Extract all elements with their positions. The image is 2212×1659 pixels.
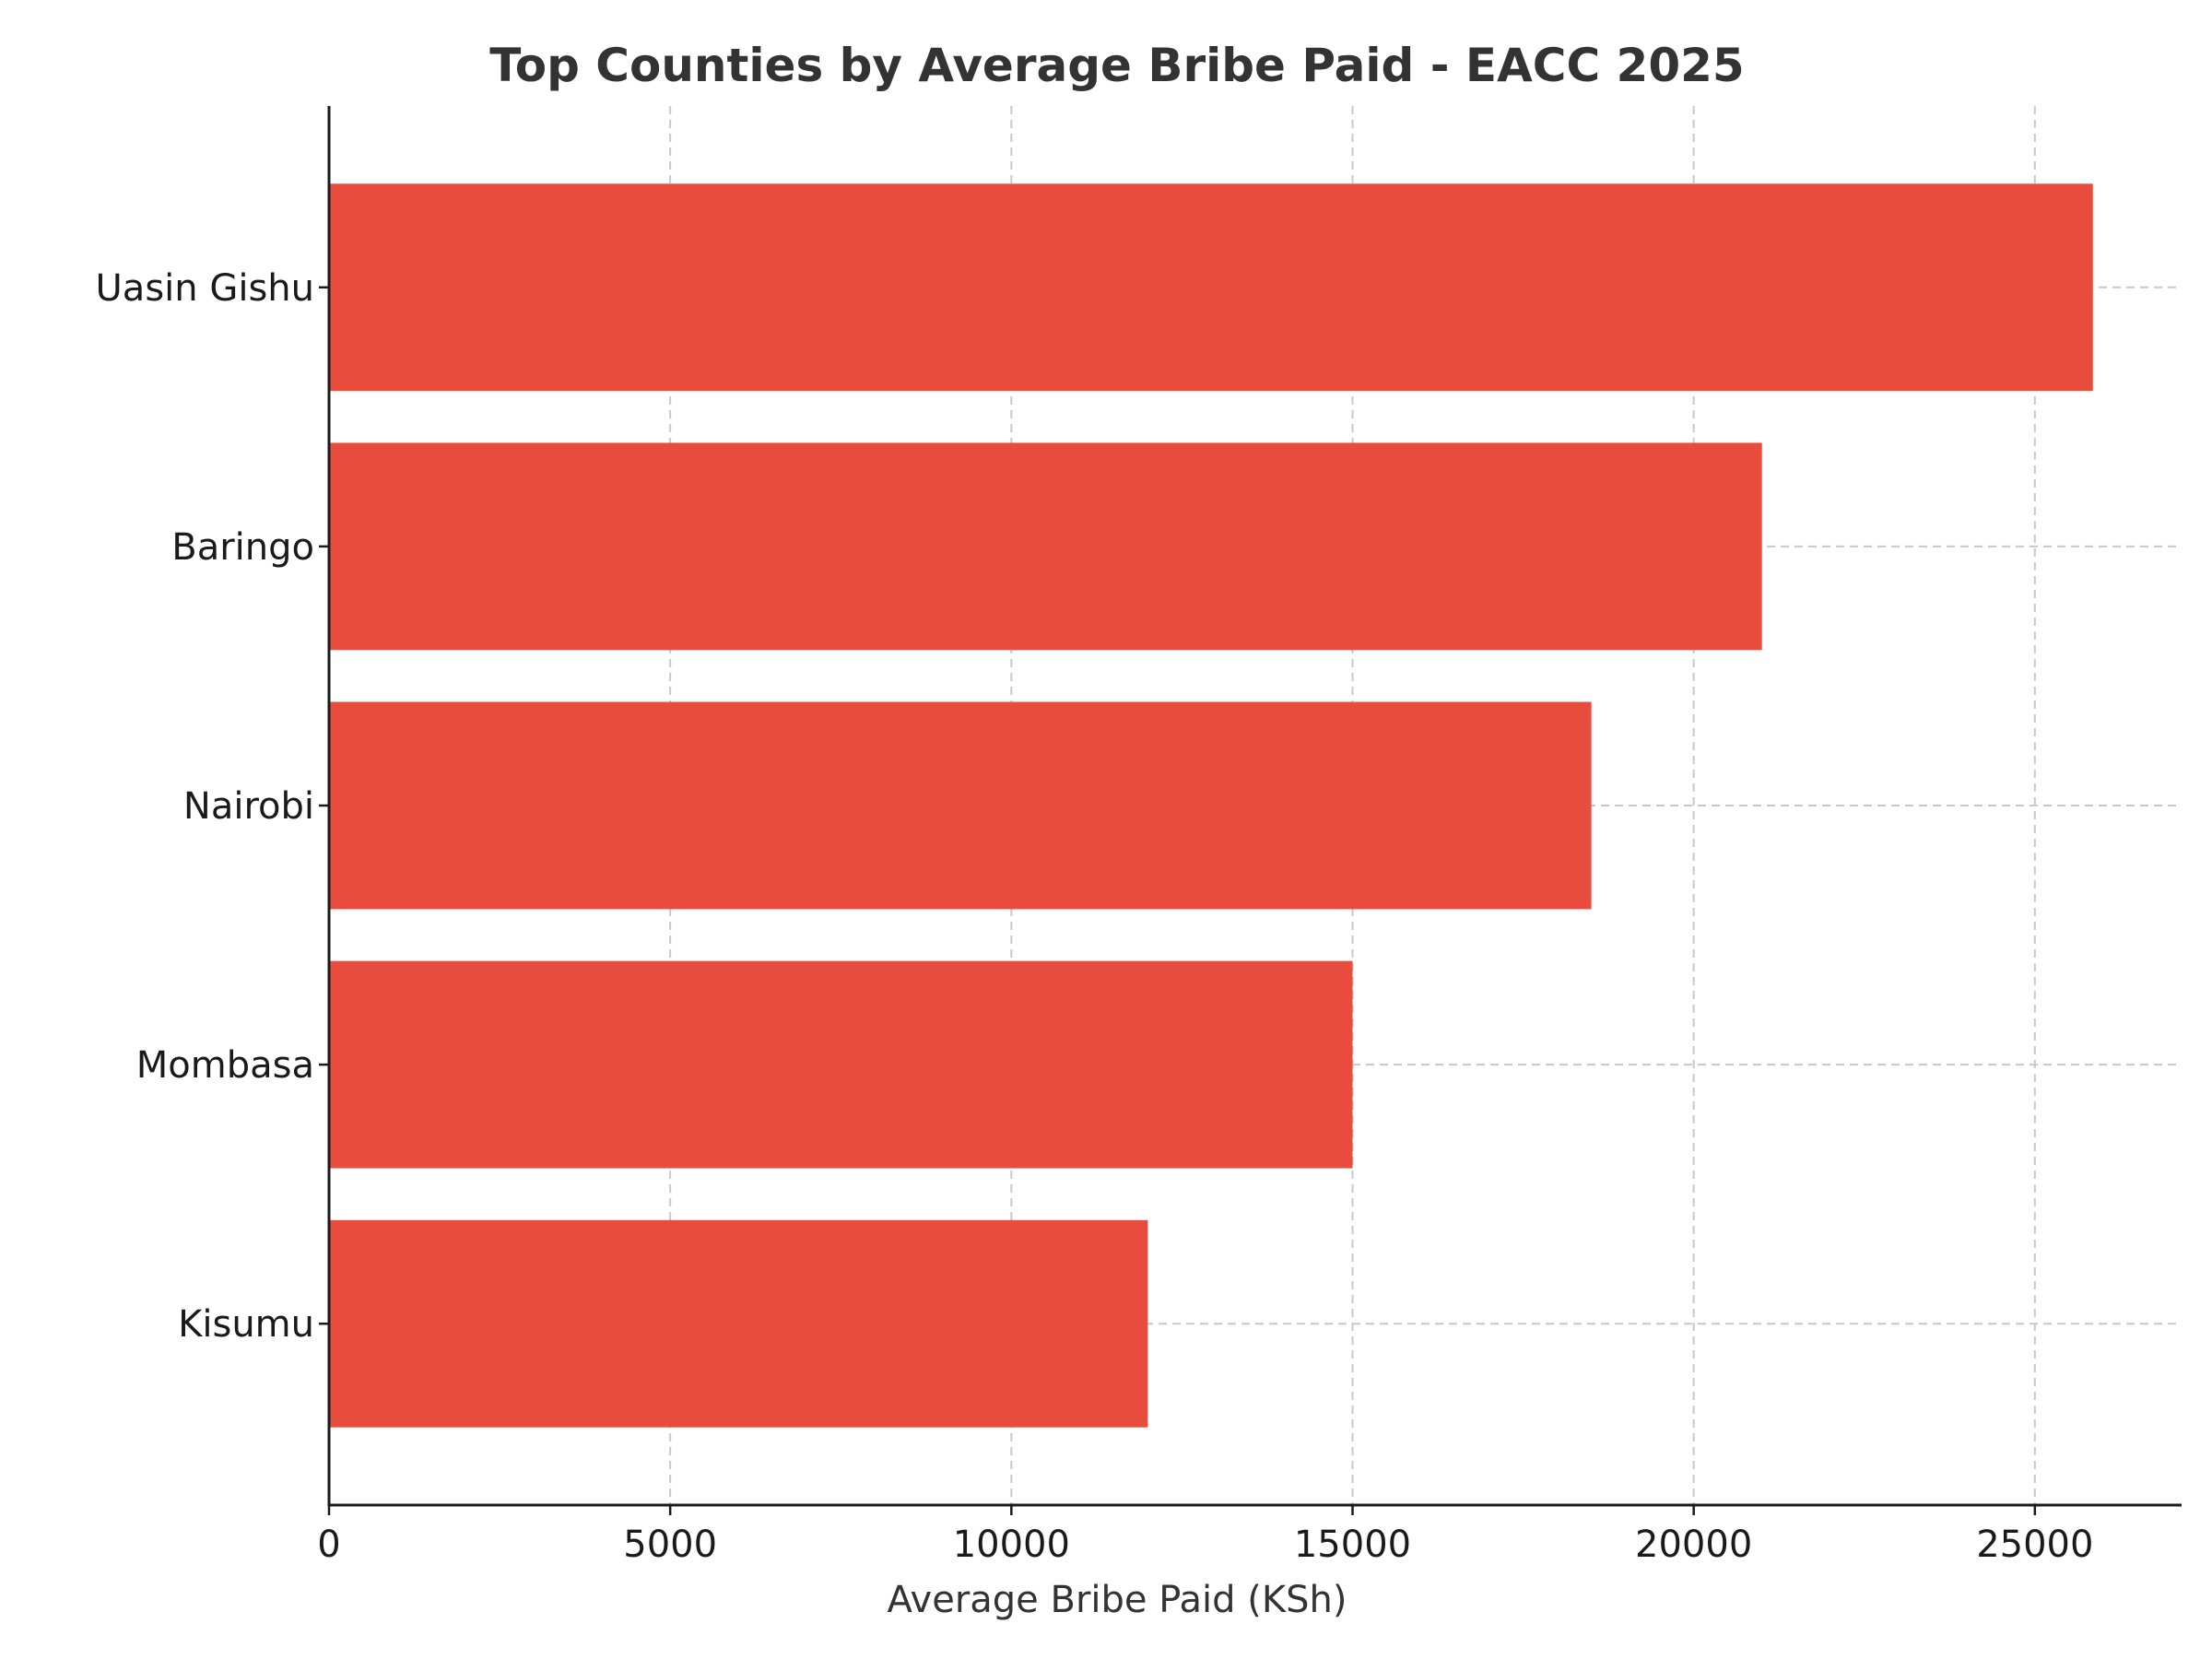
x-tick-label: 0 [317, 1524, 340, 1566]
bar-mombasa [329, 960, 1353, 1169]
y-tick-label: Uasin Gishu [96, 267, 314, 310]
bars [329, 183, 2093, 1428]
x-tick-label: 15000 [1294, 1524, 1411, 1566]
x-tick-label: 5000 [623, 1524, 717, 1566]
chart-title: Top Counties by Average Bribe Paid - EAC… [489, 39, 1744, 92]
y-tick-label: Baringo [171, 526, 314, 569]
x-tick-label: 20000 [1635, 1524, 1752, 1566]
y-tick-label: Kisumu [178, 1303, 314, 1346]
bar-baringo [329, 442, 1762, 651]
ticks: 0 5000 10000 15000 20000 25000 Uasin Gishu Bari… [96, 267, 2094, 1566]
bar-nairobi [329, 701, 1592, 910]
y-tick-label: Mombasa [136, 1044, 314, 1087]
y-tick-label: Nairobi [183, 785, 314, 828]
x-axis-label: Average Bribe Paid (KSh) [888, 1579, 1347, 1621]
x-tick-label: 10000 [953, 1524, 1070, 1566]
x-tick-label: 25000 [1976, 1524, 2093, 1566]
bar-uasin-gishu [329, 183, 2093, 392]
bar-kisumu [329, 1219, 1148, 1428]
